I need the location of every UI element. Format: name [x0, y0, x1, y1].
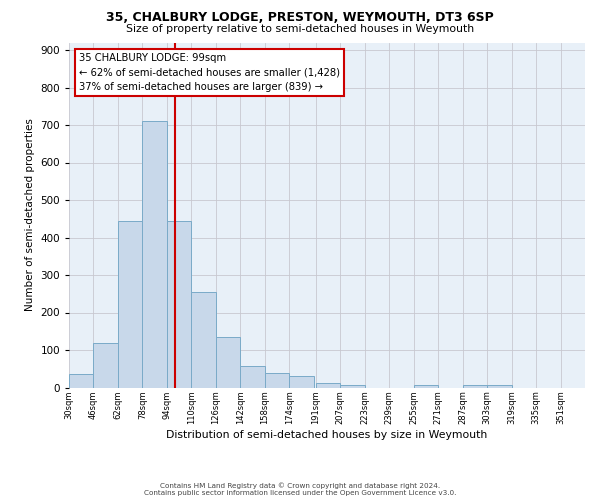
Bar — [142, 121, 167, 388]
Bar — [241, 366, 265, 388]
Bar — [69, 374, 94, 388]
Bar — [216, 337, 241, 388]
Text: Contains HM Land Registry data © Crown copyright and database right 2024.: Contains HM Land Registry data © Crown c… — [160, 482, 440, 489]
Text: Size of property relative to semi-detached houses in Weymouth: Size of property relative to semi-detach… — [126, 24, 474, 34]
Bar — [463, 384, 487, 388]
Bar — [289, 376, 314, 388]
X-axis label: Distribution of semi-detached houses by size in Weymouth: Distribution of semi-detached houses by … — [166, 430, 488, 440]
Bar — [413, 384, 438, 388]
Text: 35, CHALBURY LODGE, PRESTON, WEYMOUTH, DT3 6SP: 35, CHALBURY LODGE, PRESTON, WEYMOUTH, D… — [106, 11, 494, 24]
Y-axis label: Number of semi-detached properties: Number of semi-detached properties — [25, 118, 35, 312]
Bar — [265, 373, 289, 388]
Bar — [191, 292, 216, 388]
Bar — [167, 220, 191, 388]
Bar — [487, 384, 512, 388]
Bar — [316, 384, 340, 388]
Text: Contains public sector information licensed under the Open Government Licence v3: Contains public sector information licen… — [144, 490, 456, 496]
Bar — [94, 343, 118, 388]
Bar — [340, 384, 365, 388]
Text: 35 CHALBURY LODGE: 99sqm
← 62% of semi-detached houses are smaller (1,428)
37% o: 35 CHALBURY LODGE: 99sqm ← 62% of semi-d… — [79, 53, 340, 92]
Bar — [118, 220, 142, 388]
